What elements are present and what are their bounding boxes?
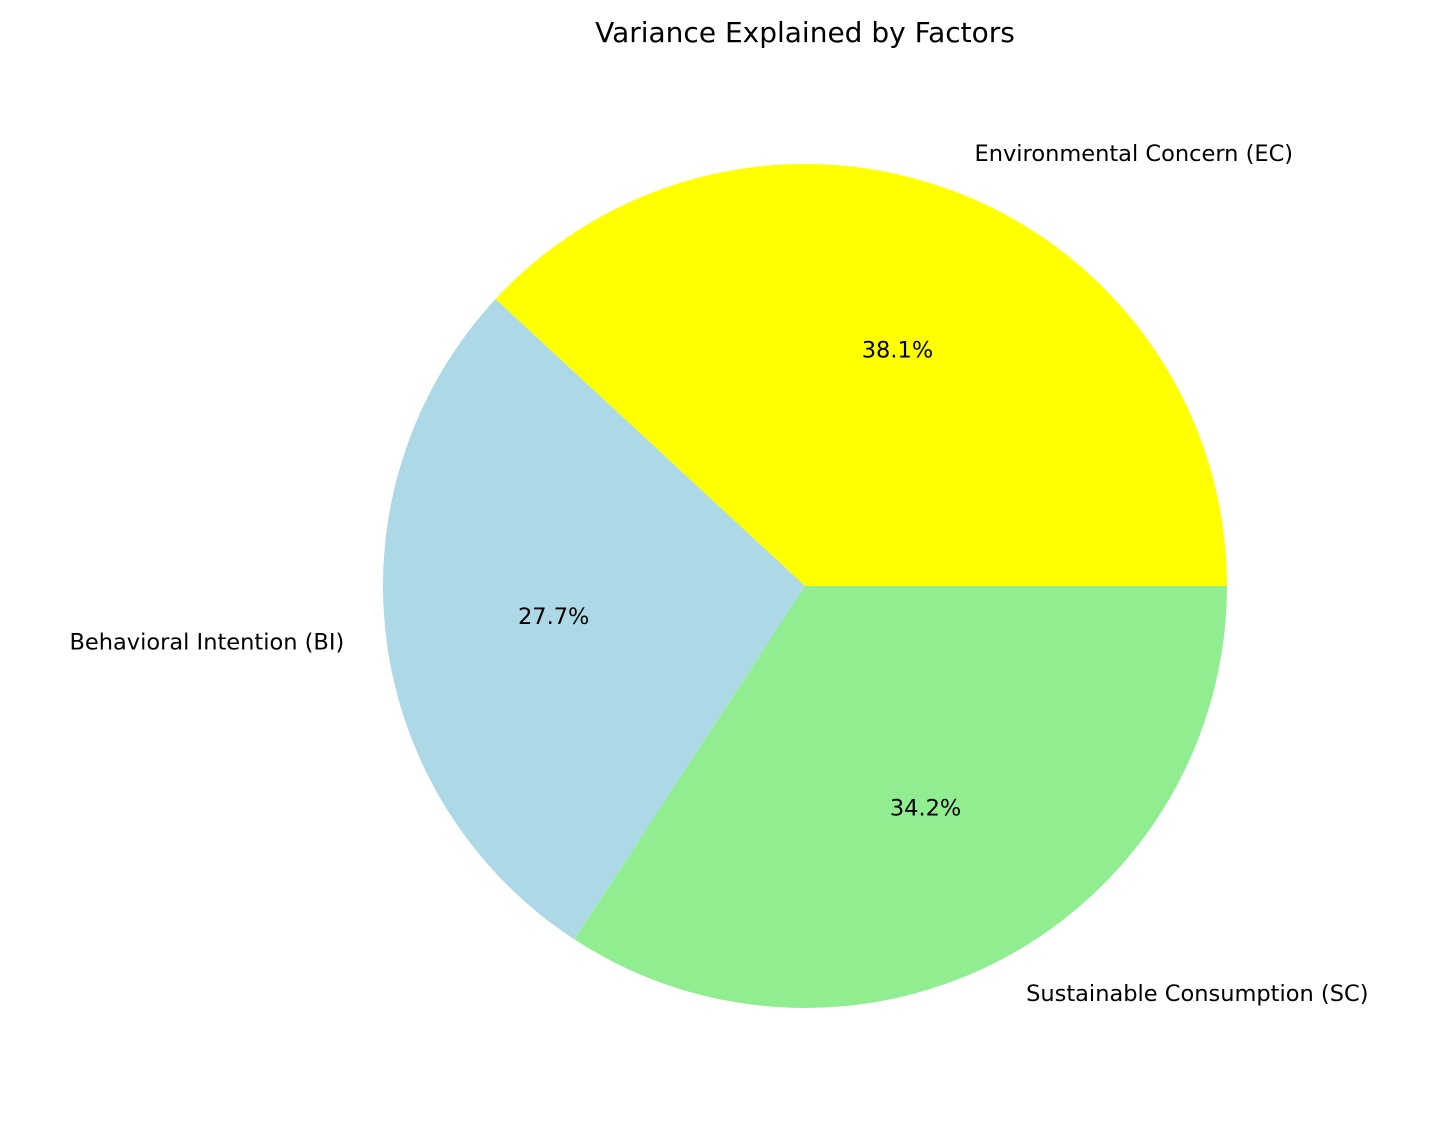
pie-category-label-sustainable-consumption: Sustainable Consumption (SC) (1026, 981, 1368, 1007)
pie-slice-environmental-concern (495, 164, 1227, 586)
chart-title: Variance Explained by Factors (595, 16, 1015, 49)
pie-pct-label-sustainable-consumption: 34.2% (890, 796, 961, 822)
pie-group: 38.1% Environmental Concern (EC) 27.7% Beha… (69, 141, 1368, 1009)
pie-category-label-behavioral-intention: Behavioral Intention (BI) (69, 630, 344, 656)
pie-pct-label-behavioral-intention: 27.7% (518, 604, 589, 630)
pie-pct-label-environmental-concern: 38.1% (862, 337, 933, 363)
pie-slice-behavioral-intention (383, 299, 805, 940)
pie-slice-sustainable-consumption (574, 586, 1227, 1009)
pie-category-label-environmental-concern: Environmental Concern (EC) (975, 141, 1294, 167)
